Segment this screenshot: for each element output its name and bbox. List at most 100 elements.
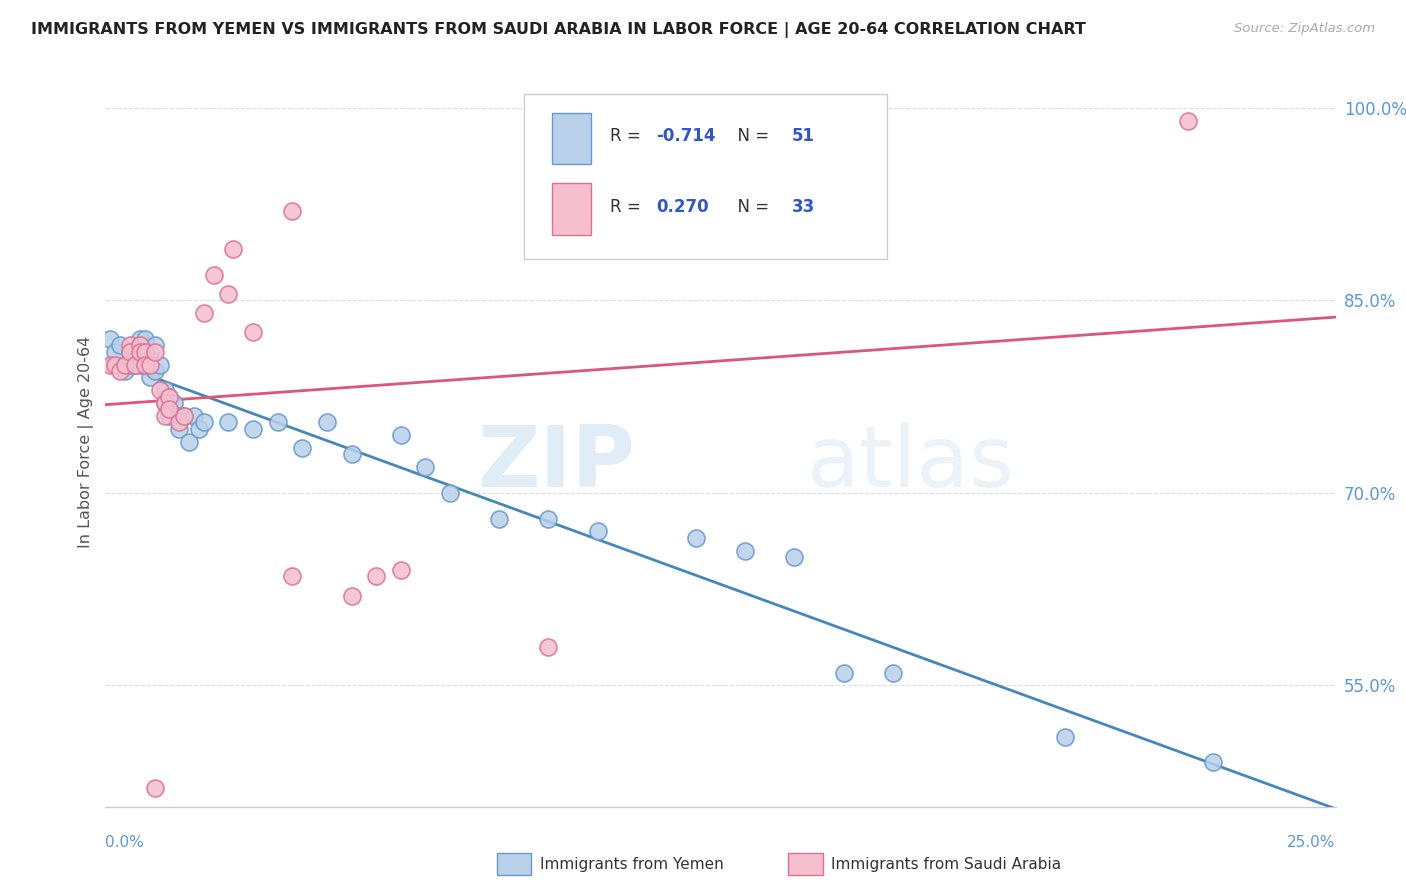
Point bbox=[183, 409, 205, 423]
Point bbox=[882, 665, 904, 680]
Point bbox=[98, 332, 122, 346]
Point bbox=[149, 358, 172, 372]
Point bbox=[98, 358, 122, 372]
Point bbox=[783, 549, 806, 564]
Text: R =: R = bbox=[610, 198, 645, 216]
Point bbox=[159, 390, 180, 404]
Point bbox=[202, 268, 225, 282]
Point bbox=[138, 370, 162, 384]
Point bbox=[193, 415, 215, 429]
Point bbox=[143, 780, 166, 795]
FancyBboxPatch shape bbox=[524, 95, 887, 259]
Point bbox=[124, 358, 146, 372]
Point bbox=[138, 358, 162, 372]
Point bbox=[242, 422, 264, 436]
Point bbox=[129, 332, 152, 346]
Point bbox=[267, 415, 290, 429]
Text: 0.270: 0.270 bbox=[657, 198, 709, 216]
Point bbox=[173, 409, 195, 423]
Point bbox=[218, 415, 240, 429]
Point bbox=[315, 415, 337, 429]
Point bbox=[134, 344, 156, 359]
Text: ZIP: ZIP bbox=[477, 422, 634, 505]
Point bbox=[537, 640, 560, 654]
Point bbox=[179, 434, 201, 449]
Point bbox=[120, 358, 141, 372]
Point bbox=[218, 287, 240, 301]
Point bbox=[134, 332, 156, 346]
Text: N =: N = bbox=[727, 198, 775, 216]
Text: N =: N = bbox=[727, 127, 775, 145]
Point bbox=[242, 326, 264, 340]
Text: 51: 51 bbox=[792, 127, 815, 145]
Point bbox=[134, 358, 156, 372]
Point bbox=[159, 409, 180, 423]
Point bbox=[138, 358, 162, 372]
Point bbox=[129, 344, 152, 359]
Point bbox=[143, 364, 166, 378]
Point bbox=[138, 344, 162, 359]
Point bbox=[114, 364, 136, 378]
Point bbox=[389, 563, 412, 577]
Point bbox=[281, 569, 304, 583]
Point bbox=[832, 665, 855, 680]
Text: R =: R = bbox=[610, 127, 645, 145]
Point bbox=[1054, 730, 1077, 744]
Point bbox=[169, 409, 191, 423]
Text: Source: ZipAtlas.com: Source: ZipAtlas.com bbox=[1234, 22, 1375, 36]
Point bbox=[120, 344, 141, 359]
Point bbox=[114, 358, 136, 372]
Point bbox=[110, 364, 132, 378]
Point bbox=[163, 396, 186, 410]
Point bbox=[104, 344, 127, 359]
Point bbox=[129, 344, 152, 359]
Point bbox=[413, 460, 436, 475]
Point bbox=[193, 306, 215, 320]
Point bbox=[143, 344, 166, 359]
Point bbox=[734, 543, 756, 558]
FancyBboxPatch shape bbox=[789, 854, 823, 875]
Point bbox=[537, 511, 560, 525]
Point bbox=[153, 409, 176, 423]
Point bbox=[124, 358, 146, 372]
Text: Immigrants from Saudi Arabia: Immigrants from Saudi Arabia bbox=[831, 857, 1062, 871]
Point bbox=[114, 358, 136, 372]
Point bbox=[120, 338, 141, 352]
Point bbox=[134, 358, 156, 372]
Text: -0.714: -0.714 bbox=[657, 127, 716, 145]
Point bbox=[159, 402, 180, 417]
Point bbox=[281, 203, 304, 218]
Y-axis label: In Labor Force | Age 20-64: In Labor Force | Age 20-64 bbox=[79, 335, 94, 548]
Point bbox=[173, 409, 195, 423]
Point bbox=[439, 486, 461, 500]
Text: Immigrants from Yemen: Immigrants from Yemen bbox=[540, 857, 724, 871]
Point bbox=[169, 415, 191, 429]
Point bbox=[104, 358, 127, 372]
FancyBboxPatch shape bbox=[553, 184, 592, 235]
Point bbox=[149, 383, 172, 397]
Point bbox=[340, 447, 363, 461]
Point bbox=[1202, 756, 1225, 770]
FancyBboxPatch shape bbox=[553, 112, 592, 164]
Point bbox=[169, 422, 191, 436]
Point bbox=[120, 344, 141, 359]
Point bbox=[129, 338, 152, 352]
Point bbox=[488, 511, 510, 525]
Text: 25.0%: 25.0% bbox=[1288, 836, 1336, 850]
Text: atlas: atlas bbox=[807, 422, 1015, 505]
Point bbox=[685, 531, 707, 545]
Point bbox=[153, 396, 176, 410]
Point bbox=[153, 383, 176, 397]
Point bbox=[1177, 113, 1199, 128]
Point bbox=[586, 524, 609, 539]
Point bbox=[153, 396, 176, 410]
Point bbox=[340, 589, 363, 603]
Point bbox=[110, 338, 132, 352]
Point bbox=[124, 344, 146, 359]
Text: 33: 33 bbox=[792, 198, 815, 216]
Point bbox=[129, 358, 152, 372]
Point bbox=[389, 428, 412, 442]
Text: 0.0%: 0.0% bbox=[105, 836, 145, 850]
Point bbox=[143, 338, 166, 352]
FancyBboxPatch shape bbox=[496, 854, 531, 875]
